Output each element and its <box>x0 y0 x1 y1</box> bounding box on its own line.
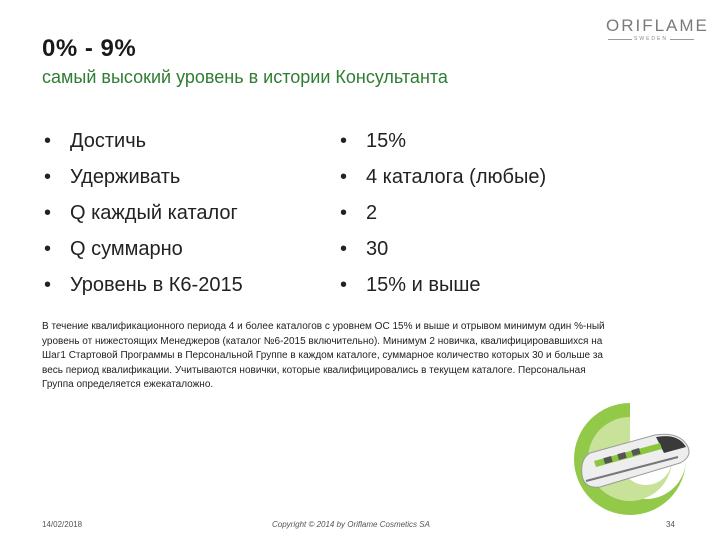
bullet-icon: • <box>340 238 348 260</box>
list-item-text: Q суммарно <box>70 238 183 260</box>
footer-date: 14/02/2018 <box>42 520 83 529</box>
list-item: • Уровень в К6-2015 <box>44 274 243 310</box>
list-item-text: Уровень в К6-2015 <box>70 274 243 296</box>
oriflame-logo: ORIFLAME SWEDEN <box>606 16 709 42</box>
values-list: • 15% • 4 каталога (любые) • 2 • 30 • 15% и в… <box>340 130 546 310</box>
logo-wordmark: ORIFLAME <box>606 16 709 35</box>
bullet-icon: • <box>44 274 52 296</box>
train-illustration <box>574 403 690 515</box>
requirements-list: • Достичь • Удерживать • Q каждый каталог •… <box>44 130 243 310</box>
bullet-icon: • <box>340 274 348 296</box>
list-item-text: Q каждый каталог <box>70 202 238 224</box>
list-item: • 15% <box>340 130 546 166</box>
slide-title: 0% - 9% <box>42 35 137 62</box>
list-item: • 2 <box>340 202 546 238</box>
bullet-icon: • <box>44 130 52 152</box>
bullet-icon: • <box>44 166 52 188</box>
list-item-text: Удерживать <box>70 166 181 188</box>
list-item: • Q суммарно <box>44 238 243 274</box>
list-item: • 4 каталога (любые) <box>340 166 546 202</box>
list-item: • 15% и выше <box>340 274 546 310</box>
bullet-icon: • <box>44 202 52 224</box>
list-item: • 30 <box>340 238 546 274</box>
list-item-text: 4 каталога (любые) <box>366 166 547 188</box>
list-item: • Достичь <box>44 130 243 166</box>
slide-subtitle: самый высокий уровень в истории Консульт… <box>42 67 448 87</box>
list-item: • Q каждый каталог <box>44 202 243 238</box>
footer-copyright: Copyright © 2014 by Oriflame Cosmetics S… <box>272 520 430 529</box>
list-item-text: 30 <box>366 238 389 260</box>
list-item-text: 15% и выше <box>366 274 481 296</box>
bullet-icon: • <box>44 238 52 260</box>
bullet-icon: • <box>340 202 348 224</box>
bullet-icon: • <box>340 130 348 152</box>
list-item-text: 15% <box>366 130 407 152</box>
list-item: • Удерживать <box>44 166 243 202</box>
list-item-text: 2 <box>366 202 378 224</box>
logo-subtitle: SWEDEN <box>606 36 696 42</box>
bullet-icon: • <box>340 166 348 188</box>
qualification-note: В течение квалификационного периода 4 и … <box>42 321 605 390</box>
list-item-text: Достичь <box>70 130 147 152</box>
page-number: 34 <box>666 520 675 529</box>
